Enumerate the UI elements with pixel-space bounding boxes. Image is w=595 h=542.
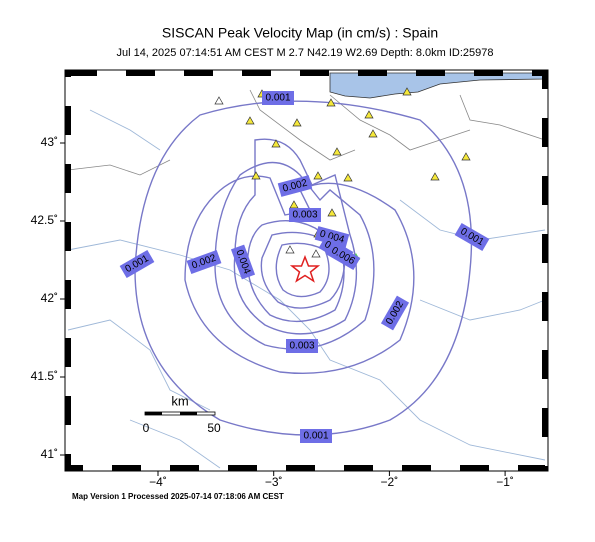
label-box [300, 429, 332, 443]
lat-tick-label: 41˚ [41, 447, 58, 461]
label-box [325, 241, 361, 271]
contour-label: 0.004 [230, 244, 256, 280]
label-box [186, 249, 222, 275]
epicenter [289, 254, 321, 283]
footer: Map Version 1 Processed 2025-07-14 07:18… [72, 492, 284, 501]
scale-bar: km 0 50 [143, 393, 221, 435]
contour-label: 0.003 [286, 339, 318, 353]
contour-value: 0.001 [303, 431, 328, 442]
label-box [289, 208, 321, 222]
contour-value: 0.003 [289, 341, 314, 352]
lon-tick-label: −1˚ [496, 475, 514, 489]
lat-tick-label: 42.5˚ [31, 213, 58, 227]
frame-outline [64, 69, 549, 472]
title: SISCAN Peak Velocity Map (in cm/s) : Spa… [162, 25, 438, 41]
lat-tick-label: 42˚ [41, 291, 58, 305]
contour-label: 0.002 [186, 249, 222, 275]
label-box [380, 295, 410, 331]
contour-label: 0.001 [300, 429, 332, 443]
label-box [286, 339, 318, 353]
scale-label: 50 [207, 421, 221, 435]
borders [67, 89, 546, 176]
label-box [314, 226, 350, 248]
frame [65, 70, 548, 471]
map-background [68, 73, 545, 468]
label-box [277, 175, 313, 197]
lon-tick-label: −2˚ [381, 475, 399, 489]
label-box [230, 244, 256, 280]
scale-label: 0 [143, 421, 150, 435]
lon-tick-label: −3˚ [265, 475, 283, 489]
contour-value: 0.001 [265, 93, 290, 104]
lat-tick-label: 41.5˚ [31, 369, 58, 383]
contour-value: 0.003 [292, 210, 317, 221]
subtitle: Jul 14, 2025 07:14:51 AM CEST M 2.7 N42.… [116, 47, 493, 59]
contour-label: 0.002 [277, 175, 313, 197]
contour-label: 0.001 [262, 91, 294, 105]
lat-tick-label: 43˚ [41, 135, 58, 149]
lon-tick-label: −4˚ [149, 475, 167, 489]
label-box [119, 249, 155, 279]
label-box [454, 222, 490, 252]
label-box [262, 91, 294, 105]
scale-unit: km [171, 393, 188, 408]
contour-label: 0.003 [289, 208, 321, 222]
